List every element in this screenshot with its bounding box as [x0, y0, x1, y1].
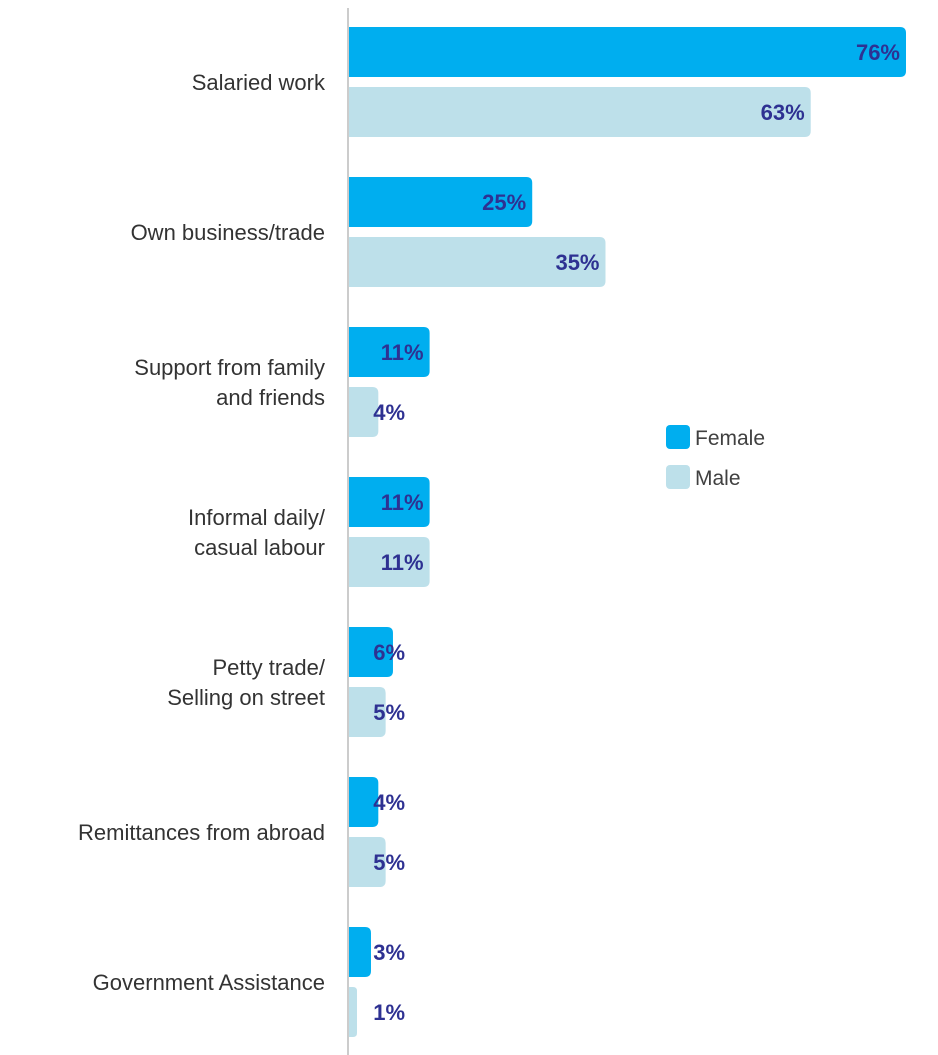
value-label-male-remittances-from-abroad: 5%: [373, 850, 405, 875]
value-label-male-own-business-trade: 35%: [555, 250, 599, 275]
category-label-support-from-family-and-friends: and friends: [216, 385, 325, 410]
value-label-female-remittances-from-abroad: 4%: [373, 790, 405, 815]
value-label-male-informal-daily-casual-labour: 11%: [381, 550, 424, 575]
bar-male-petty-trade-selling-on-street: [349, 687, 386, 737]
labels-layer: 76% 63% Salaried work 25% 35% Own business/tr…: [78, 40, 900, 1025]
value-label-female-salaried-work: 76%: [856, 40, 900, 65]
category-label-salaried-work: Salaried work: [192, 70, 326, 95]
value-label-male-petty-trade-selling-on-street: 5%: [373, 700, 405, 725]
category-label-own-business-trade: Own business/trade: [131, 220, 325, 245]
value-label-male-support-from-family-and-friends: 4%: [373, 400, 405, 425]
bars-layer: [349, 27, 906, 1037]
bar-female-remittances-from-abroad: [349, 777, 379, 827]
bar-female-own-business-trade: [349, 177, 533, 227]
bar-male-informal-daily-casual-labour: [349, 537, 430, 587]
value-label-female-petty-trade-selling-on-street: 6%: [373, 640, 405, 665]
category-label-informal-daily-casual-labour: casual labour: [194, 535, 325, 560]
bar-female-petty-trade-selling-on-street: [349, 627, 393, 677]
bar-female-government-assistance: [349, 927, 371, 977]
bar-male-own-business-trade: [349, 237, 606, 287]
bar-female-salaried-work: [349, 27, 906, 77]
category-label-government-assistance: Government Assistance: [93, 970, 325, 995]
category-label-remittances-from-abroad: Remittances from abroad: [78, 820, 325, 845]
value-label-female-government-assistance: 3%: [373, 940, 405, 965]
value-label-male-government-assistance: 1%: [373, 1000, 405, 1025]
category-label-petty-trade-selling-on-street: Petty trade/: [212, 655, 325, 680]
bar-male-government-assistance: [349, 987, 357, 1037]
value-label-female-support-from-family-and-friends: 11%: [381, 340, 424, 365]
legend-label-female: Female: [695, 427, 765, 450]
bar-male-salaried-work: [349, 87, 811, 137]
legend: Female Male: [666, 425, 765, 490]
value-label-female-informal-daily-casual-labour: 11%: [381, 490, 424, 515]
bar-male-support-from-family-and-friends: [349, 387, 379, 437]
category-label-support-from-family-and-friends: Support from family: [134, 355, 325, 380]
category-label-informal-daily-casual-labour: Informal daily/: [188, 505, 326, 530]
bar-female-support-from-family-and-friends: [349, 327, 430, 377]
value-label-male-salaried-work: 63%: [761, 100, 805, 125]
value-label-female-own-business-trade: 25%: [482, 190, 526, 215]
legend-swatch-female: [666, 425, 690, 449]
legend-label-male: Male: [695, 467, 741, 490]
bar-male-remittances-from-abroad: [349, 837, 386, 887]
category-label-petty-trade-selling-on-street: Selling on street: [167, 685, 325, 710]
bar-female-informal-daily-casual-labour: [349, 477, 430, 527]
legend-swatch-male: [666, 465, 690, 489]
